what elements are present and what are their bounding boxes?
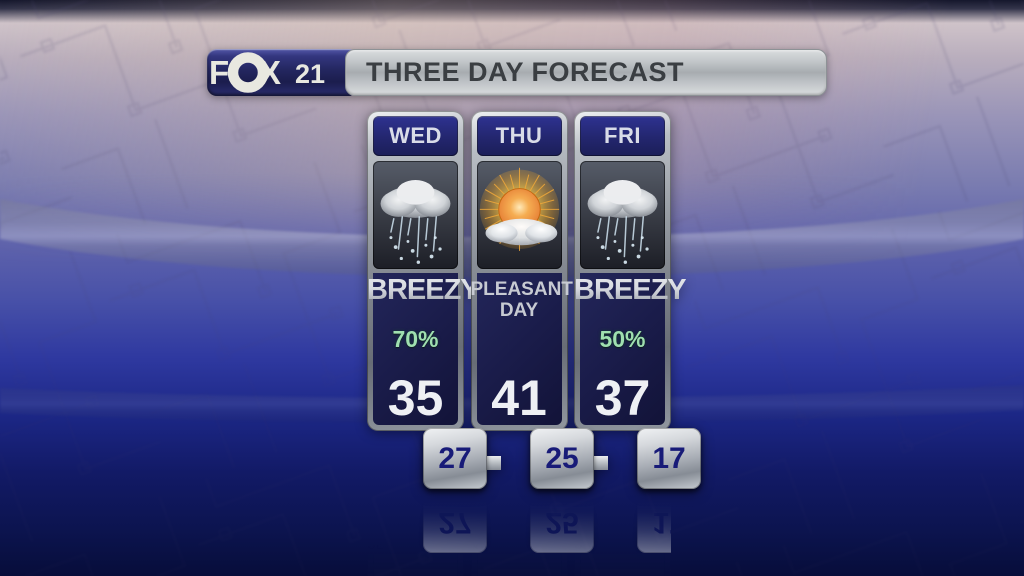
svg-text:X: X (259, 54, 281, 91)
svg-text:F: F (209, 54, 228, 91)
svg-text:21: 21 (295, 59, 325, 89)
